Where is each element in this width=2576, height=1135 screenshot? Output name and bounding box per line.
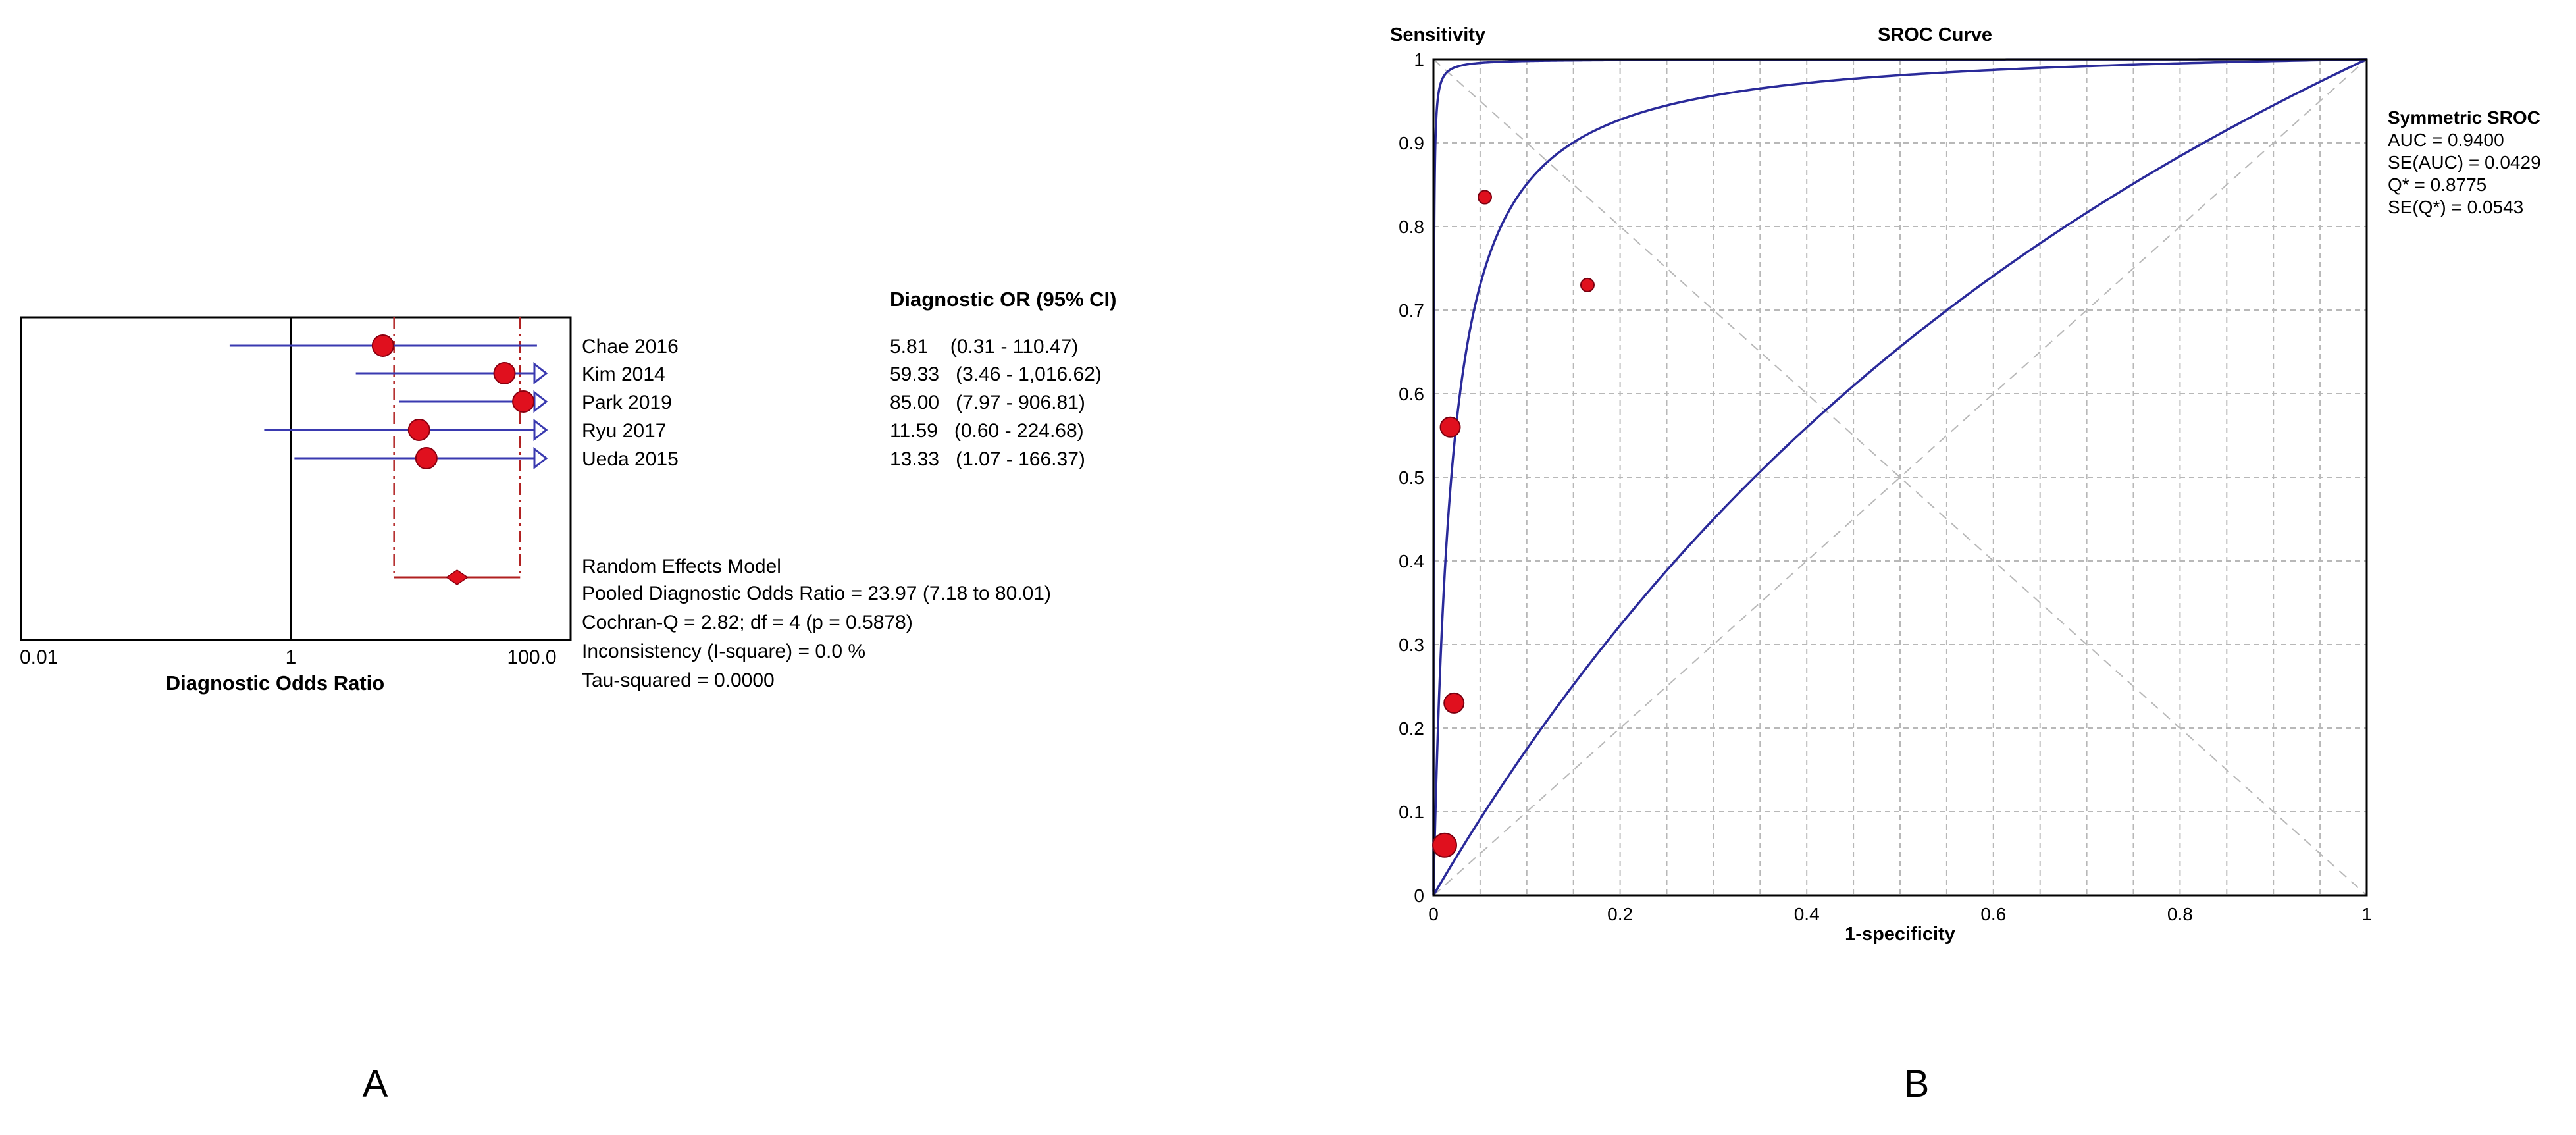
sroc-plot: 0 0.2 0.4 0.6 0.8 1 0 0.1 0.2 0.3 0.4 0.5 0.6 0.7 0.8 0… <box>1390 24 2541 945</box>
sroc-y-tick-label: 0.2 <box>1399 718 1424 739</box>
forest-ci-arrow <box>533 418 548 442</box>
forest-study-ci: 11.59 (0.60 - 224.68) <box>890 420 1084 442</box>
sroc-y-tick-label: 0.7 <box>1399 300 1424 321</box>
forest-study-row <box>399 390 548 413</box>
sroc-grid <box>1433 59 2367 895</box>
forest-summary-line-4: Inconsistency (I-square) = 0.0 % <box>582 641 865 662</box>
forest-summary-line-5: Tau-squared = 0.0000 <box>582 670 775 691</box>
sroc-study-point <box>1443 692 1465 714</box>
sroc-y-tick-label: 0.6 <box>1399 384 1424 404</box>
sroc-x-tick-label: 0.6 <box>1980 904 2006 924</box>
forest-tick-label-001: 0.01 <box>20 647 58 668</box>
forest-study-ci: 5.81 (0.31 - 110.47) <box>890 336 1078 357</box>
sroc-plot-frame <box>1432 58 2368 897</box>
forest-study-ci: 13.33 (1.07 - 166.37) <box>890 448 1085 470</box>
sroc-y-tick-label: 0 <box>1414 885 1424 906</box>
sroc-stat-se-q-star: SE(Q*) = 0.0543 <box>2388 197 2523 217</box>
forest-study-ci: 85.00 (7.97 - 906.81) <box>890 392 1085 413</box>
forest-pooled-diamond-group <box>394 569 521 585</box>
forest-study-rows <box>229 334 548 470</box>
forest-pooled-diamond <box>446 569 469 585</box>
forest-study-labels: Chae 2016 5.81 (0.31 - 110.47) Kim 2014 59.… <box>582 336 1102 470</box>
sroc-y-tick-label: 0.4 <box>1399 551 1424 571</box>
forest-pooled-ci-lines <box>393 317 521 577</box>
sroc-y-tick-label: 0.3 <box>1399 635 1424 655</box>
sroc-stats-title: Symmetric SROC <box>2388 107 2540 128</box>
sroc-stat-q-star: Q* = 0.8775 <box>2388 174 2486 195</box>
sroc-study-point <box>1439 416 1461 438</box>
forest-ci-arrow <box>533 446 548 470</box>
sroc-study-point <box>1432 832 1458 858</box>
panel-label-b: B <box>1904 1063 1930 1105</box>
sroc-ylabel: Sensitivity <box>1390 24 1485 45</box>
sroc-tick-labels: 0 0.2 0.4 0.6 0.8 1 0 0.1 0.2 0.3 0.4 0.5 0.6 0.7 0.8 0… <box>1399 49 2372 924</box>
forest-study-name: Ueda 2015 <box>582 448 679 470</box>
forest-study-name: Park 2019 <box>582 392 672 413</box>
sroc-x-tick-label: 1 <box>2361 904 2372 924</box>
forest-point-estimate <box>371 334 394 357</box>
forest-column-header: Diagnostic OR (95% CI) <box>890 288 1117 311</box>
forest-point-estimate <box>407 419 430 441</box>
sroc-x-tick-label: 0 <box>1428 904 1439 924</box>
sroc-xlabel: 1-specificity <box>1845 924 1955 945</box>
forest-plot: 0.01 1 100.0 Diagnostic Odds Ratio Diagn… <box>20 288 1117 695</box>
sroc-diagonal-line <box>1433 59 2367 896</box>
sroc-curve-lower-bound <box>1432 58 2367 896</box>
forest-study-ci: 59.33 (3.46 - 1,016.62) <box>890 363 1102 385</box>
forest-study-row <box>264 418 548 442</box>
forest-summary-line-3: Cochran-Q = 2.82; df = 4 (p = 0.5878) <box>582 612 913 633</box>
sroc-y-tick-label: 0.5 <box>1399 467 1424 488</box>
forest-plot-frame <box>20 316 572 641</box>
sroc-stat-auc: AUC = 0.9400 <box>2388 130 2504 150</box>
forest-study-row <box>229 334 537 357</box>
forest-study-row <box>294 446 548 470</box>
sroc-curve-sroc <box>1432 58 2367 895</box>
forest-study-row <box>355 361 548 385</box>
forest-xlabel: Diagnostic Odds Ratio <box>166 672 384 695</box>
sroc-x-tick-label: 0.4 <box>1794 904 1820 924</box>
forest-study-name: Chae 2016 <box>582 336 679 357</box>
forest-point-estimate <box>493 362 516 384</box>
sroc-y-tick-label: 1 <box>1414 49 1424 70</box>
forest-summary-line-2: Pooled Diagnostic Odds Ratio = 23.97 (7.… <box>582 583 1051 604</box>
sroc-y-tick-label: 0.8 <box>1399 217 1424 237</box>
forest-point-estimate <box>512 390 535 413</box>
sroc-y-tick-label: 0.9 <box>1399 133 1424 153</box>
sroc-study-point <box>1580 277 1595 292</box>
forest-ci-arrow <box>533 361 548 385</box>
forest-ci-arrow <box>533 390 548 413</box>
forest-tick-label-100: 100.0 <box>507 647 556 668</box>
sroc-data-points <box>1432 190 1595 858</box>
sroc-study-point <box>1477 190 1492 205</box>
forest-point-estimate <box>415 447 438 469</box>
forest-summary-line-1: Random Effects Model <box>582 556 781 577</box>
sroc-y-tick-label: 0.1 <box>1399 802 1424 822</box>
sroc-anti-diagonal-line <box>1433 59 2367 896</box>
sroc-stat-se-auc: SE(AUC) = 0.0429 <box>2388 152 2541 172</box>
sroc-x-tick-label: 0.2 <box>1607 904 1633 924</box>
sroc-x-tick-label: 0.8 <box>2167 904 2193 924</box>
forest-study-name: Kim 2014 <box>582 363 665 385</box>
panel-label-a: A <box>363 1063 388 1105</box>
sroc-title: SROC Curve <box>1878 24 1992 45</box>
forest-study-name: Ryu 2017 <box>582 420 666 442</box>
forest-tick-label-1: 1 <box>286 647 297 668</box>
